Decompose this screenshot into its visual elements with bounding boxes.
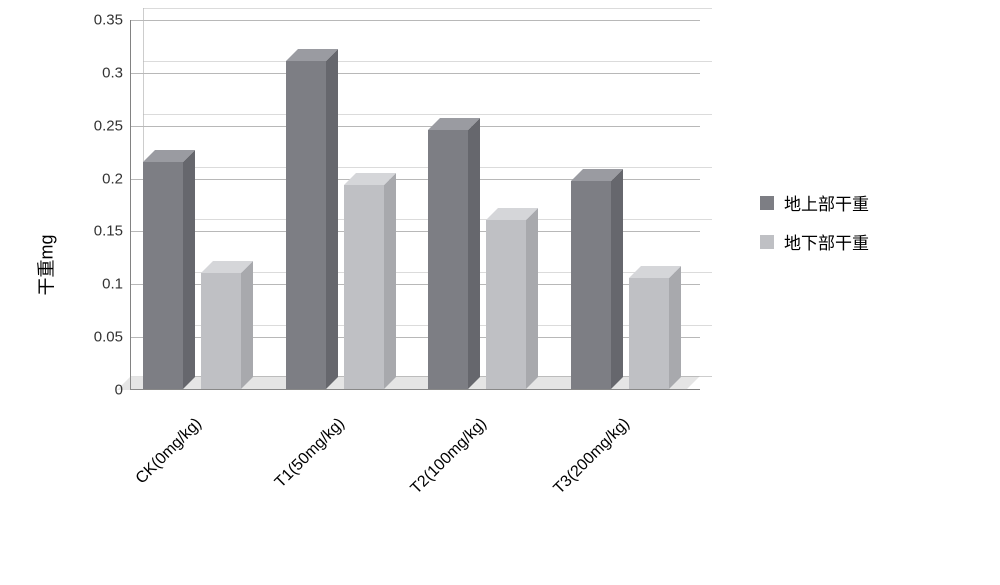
- bar-front: [629, 278, 669, 389]
- legend-item: 地下部干重: [760, 229, 869, 254]
- plot-area: 00.050.10.150.20.250.30.35: [130, 20, 700, 390]
- legend-label: 地下部干重: [784, 229, 869, 254]
- grid-line-back: [143, 114, 712, 115]
- x-tick-label: T2(100mg/kg): [408, 415, 491, 498]
- bar-side: [468, 118, 480, 389]
- grid-line: [131, 126, 700, 127]
- legend-item: 地上部干重: [760, 190, 869, 215]
- x-tick-label: T3(200mg/kg): [550, 415, 633, 498]
- bar-front: [571, 181, 611, 389]
- bar-front: [143, 162, 183, 389]
- bar: [286, 61, 338, 389]
- bar-side: [183, 150, 195, 389]
- bar-side: [326, 49, 338, 389]
- y-tick: 0.3: [102, 64, 131, 81]
- legend-label: 地上部干重: [784, 190, 869, 215]
- bar-side: [611, 169, 623, 389]
- bar-front: [486, 220, 526, 389]
- chart-container: 干重mg 00.050.10.150.20.250.30.35 CK(0mg/k…: [20, 20, 980, 565]
- bar: [486, 220, 538, 389]
- plot-wrap: 00.050.10.150.20.250.30.35 CK(0mg/kg) T1(…: [80, 20, 720, 560]
- y-tick: 0.1: [102, 276, 131, 293]
- bar: [629, 278, 681, 389]
- grid-line: [131, 73, 700, 74]
- x-tick-label: T1(50mg/kg): [272, 415, 349, 492]
- bar-front: [286, 61, 326, 389]
- bar-side: [526, 208, 538, 389]
- y-tick: 0.2: [102, 170, 131, 187]
- grid-line-back: [143, 8, 712, 9]
- y-tick: 0: [115, 382, 131, 399]
- legend-swatch: [760, 196, 774, 210]
- bar-side: [384, 173, 396, 389]
- bar-side: [669, 266, 681, 389]
- y-tick: 0.35: [94, 12, 131, 29]
- y-tick: 0.05: [94, 329, 131, 346]
- x-axis-labels: CK(0mg/kg) T1(50mg/kg) T2(100mg/kg) T3(200m…: [130, 415, 700, 555]
- y-tick: 0.25: [94, 117, 131, 134]
- y-tick: 0.15: [94, 223, 131, 240]
- grid-line: [131, 20, 700, 21]
- bar-side: [241, 261, 253, 389]
- bar-front: [428, 130, 468, 389]
- x-tick-label: CK(0mg/kg): [133, 415, 206, 488]
- legend: 地上部干重地下部干重: [760, 190, 869, 268]
- y-axis-label: 干重mg: [33, 235, 59, 296]
- bar-front: [201, 273, 241, 389]
- grid-line-back: [143, 61, 712, 62]
- bar: [143, 162, 195, 389]
- bar: [344, 185, 396, 389]
- legend-swatch: [760, 235, 774, 249]
- bar: [201, 273, 253, 389]
- bar: [428, 130, 480, 389]
- bar-front: [344, 185, 384, 389]
- bar: [571, 181, 623, 389]
